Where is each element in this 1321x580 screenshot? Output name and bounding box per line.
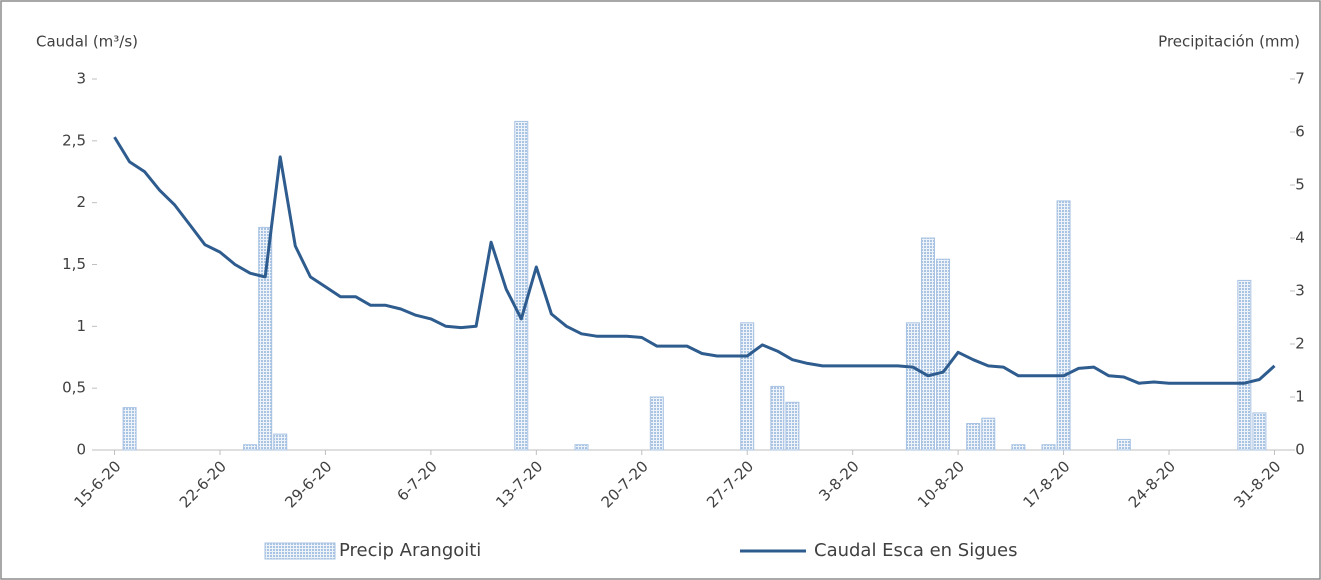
- bar: [920, 237, 935, 451]
- y2-tick-label: 6: [1295, 123, 1305, 141]
- y2-axis-title: Precipitación (mm): [1158, 33, 1300, 51]
- legend-swatch: [264, 542, 336, 560]
- y2-tick-label: 0: [1295, 441, 1305, 459]
- y-tick-label: 0,5: [62, 379, 86, 397]
- bar: [1237, 279, 1252, 451]
- line: [113, 136, 1276, 385]
- legend-label: Caudal Esca en Sigues: [814, 540, 1018, 561]
- y2-tick-label: 4: [1295, 229, 1305, 247]
- bar: [243, 444, 258, 451]
- y-tick-label: 0: [76, 441, 86, 459]
- bar: [122, 407, 137, 451]
- bar: [1041, 444, 1056, 451]
- bar: [770, 385, 785, 451]
- y-tick-label: 2,5: [62, 131, 86, 149]
- bar: [574, 444, 589, 451]
- bar: [273, 433, 288, 451]
- bar: [936, 258, 951, 451]
- y2-tick-label: 3: [1295, 282, 1305, 300]
- bar: [649, 396, 664, 451]
- bar: [1252, 412, 1267, 451]
- bar: [258, 226, 273, 451]
- bar: [1011, 444, 1026, 451]
- y2-tick-label: 5: [1295, 176, 1305, 194]
- y-tick-label: 2: [76, 193, 86, 211]
- bar: [1116, 438, 1131, 451]
- y-axis-title: Caudal (m³/s): [36, 33, 138, 51]
- bar: [740, 322, 755, 451]
- y2-tick-label: 2: [1295, 335, 1305, 353]
- y2-tick-label: 1: [1295, 388, 1305, 406]
- bar: [785, 401, 800, 451]
- legend-label: Precip Arangoiti: [339, 540, 481, 561]
- bar: [514, 120, 529, 451]
- y-tick-label: 3: [76, 70, 86, 88]
- y-tick-label: 1: [76, 317, 86, 335]
- y-tick-label: 1,5: [62, 255, 86, 273]
- y2-tick-label: 7: [1295, 70, 1305, 88]
- bar: [905, 322, 920, 451]
- bar: [981, 417, 996, 451]
- bar: [1056, 200, 1071, 451]
- bar: [966, 423, 981, 451]
